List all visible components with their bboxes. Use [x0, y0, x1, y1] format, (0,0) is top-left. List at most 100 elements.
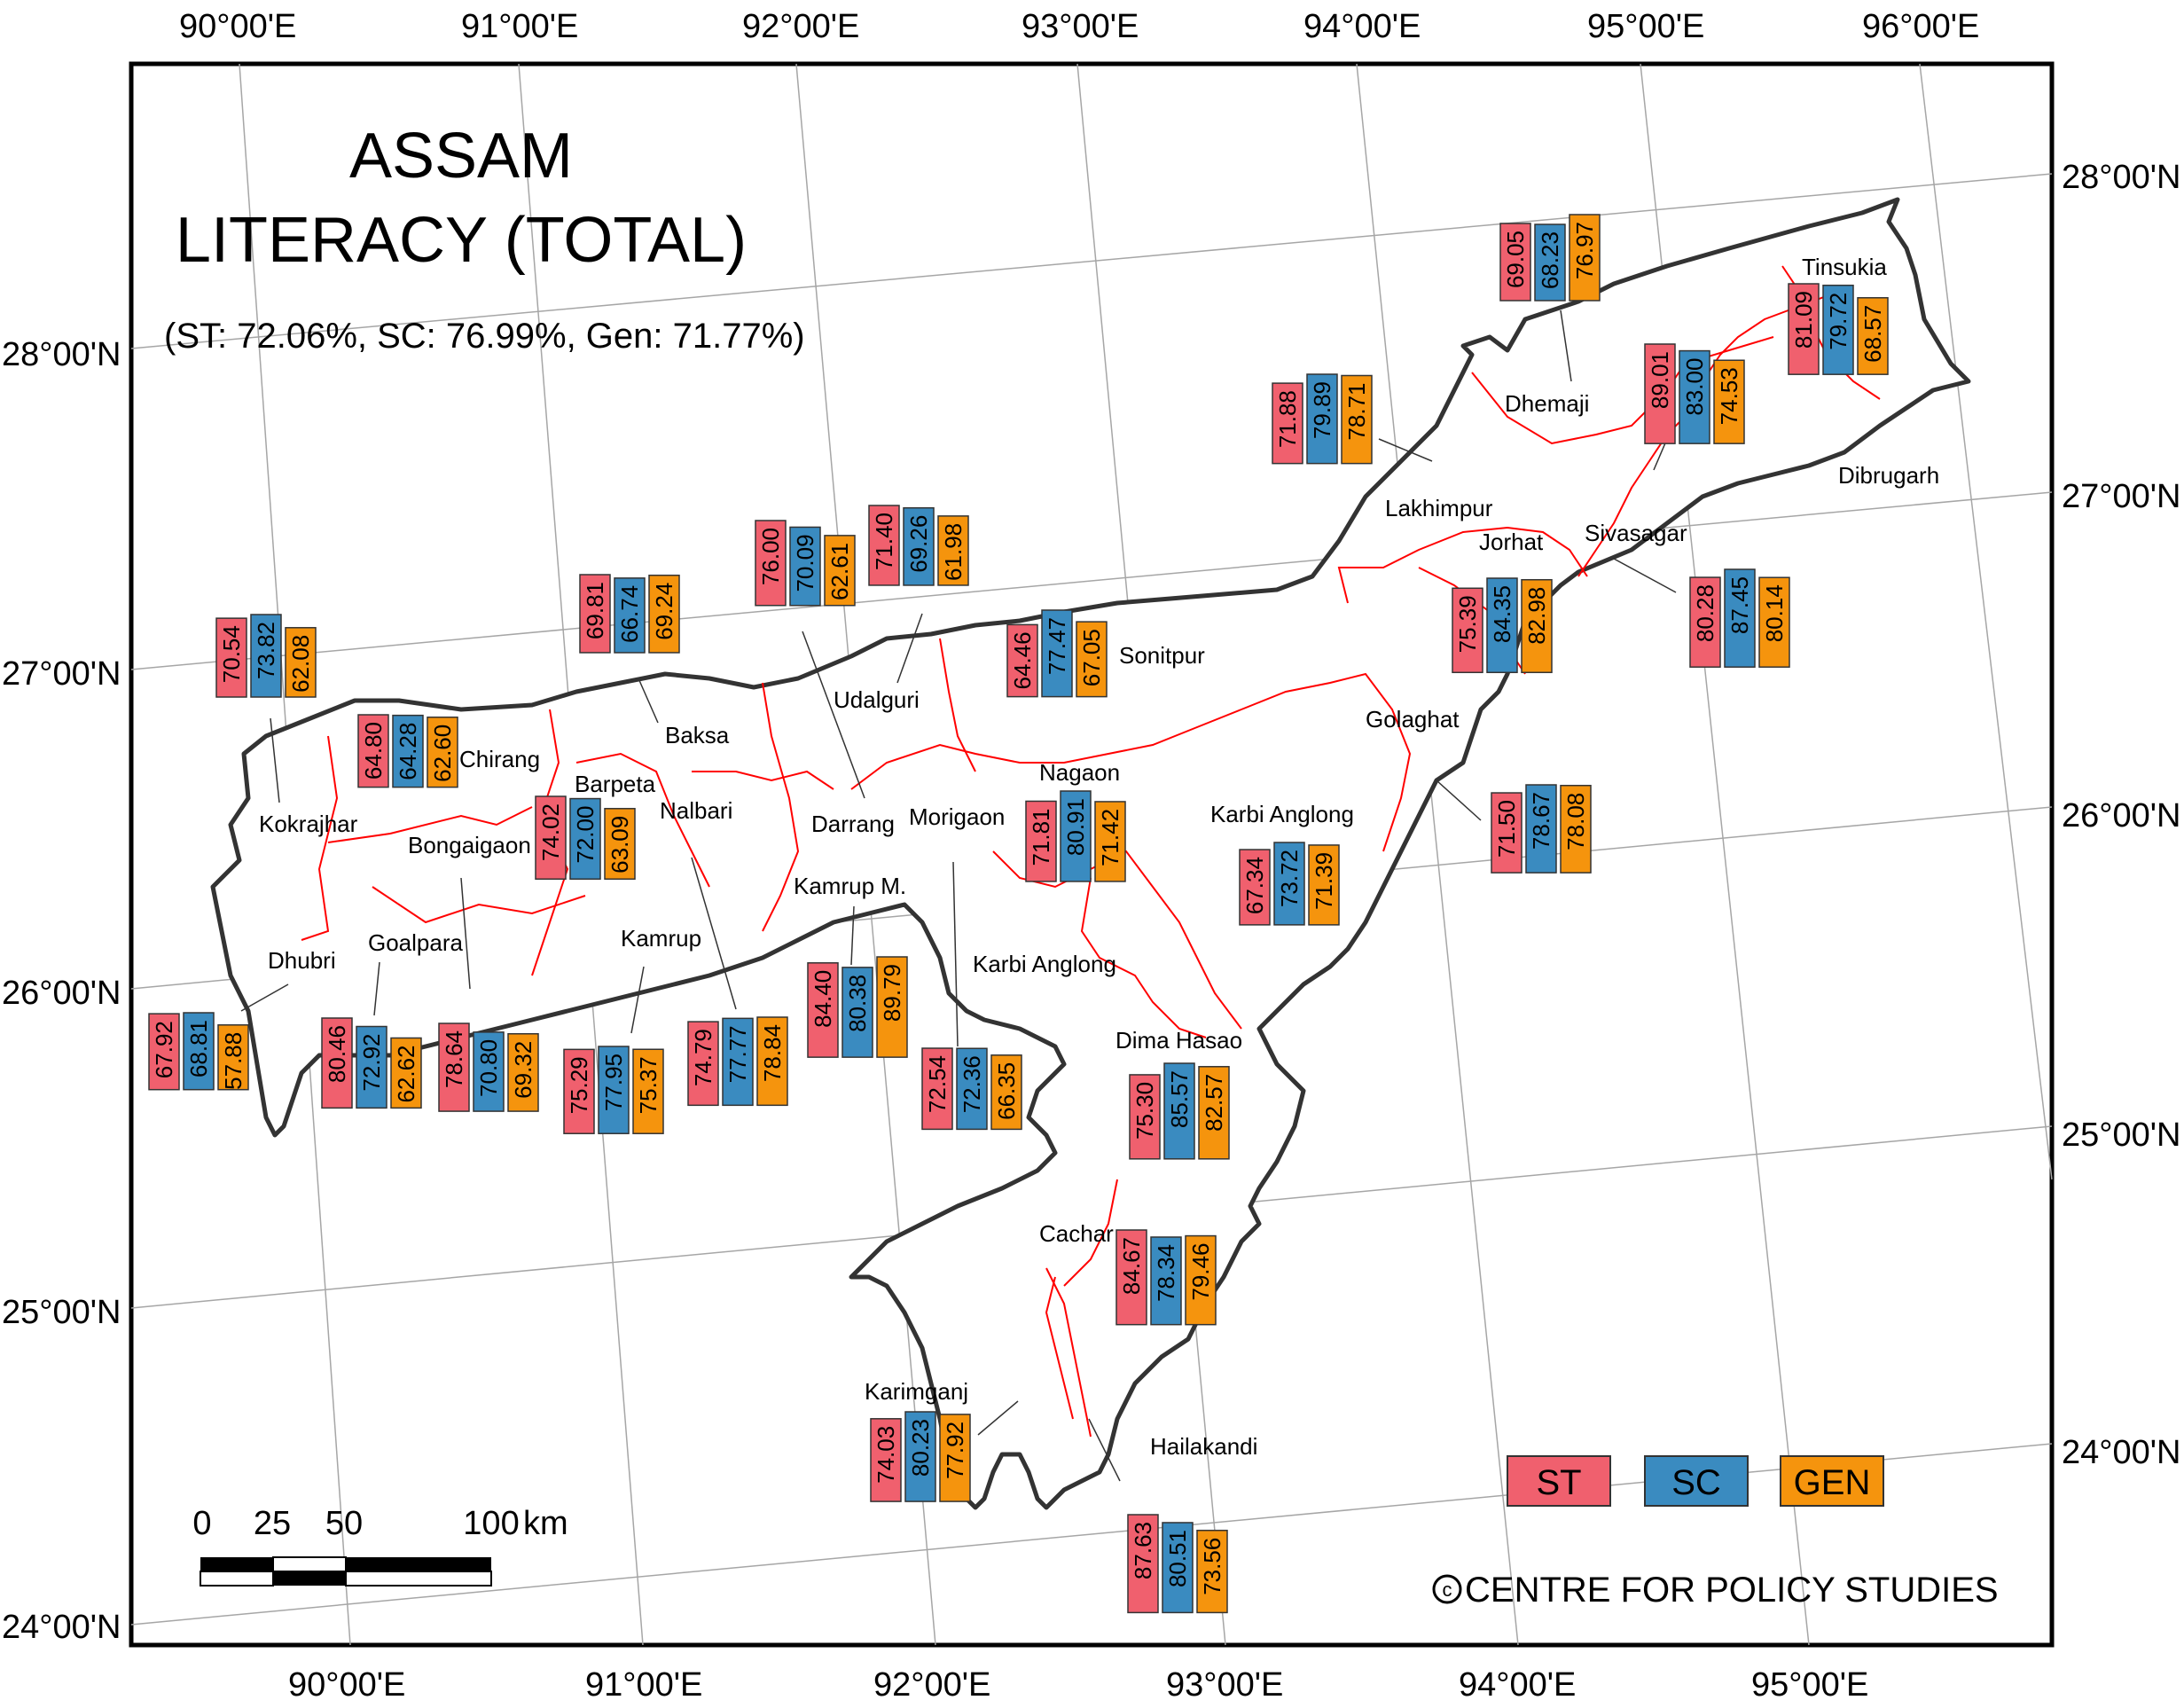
bar-value-label: 62.08 [287, 635, 314, 693]
gen-bar [285, 627, 317, 698]
sc-bar [1273, 842, 1305, 926]
top-longitude-label: 94°00'E [1303, 8, 1421, 45]
map-title-line2: LITERACY (TOTAL) [176, 205, 747, 276]
bar-value-label: 78.84 [759, 1024, 786, 1082]
st-bar [921, 1047, 953, 1131]
st-bar [1129, 1074, 1161, 1160]
sc-bar [1060, 790, 1092, 882]
top-longitude-label: 96°00'E [1862, 8, 1979, 45]
bar-value-label: 78.67 [1528, 792, 1554, 850]
st-bar [579, 574, 611, 654]
leader-line [1088, 1418, 1121, 1482]
st-bar [438, 1022, 470, 1112]
gen-bar [756, 1016, 788, 1107]
sc-bar [1822, 284, 1854, 375]
st-bar [755, 520, 787, 607]
bar-value-label: 73.72 [1276, 850, 1303, 907]
bar-value-label: 81.09 [1790, 291, 1817, 349]
leader-line [1613, 558, 1677, 593]
bar-value-label: 82.57 [1201, 1074, 1227, 1132]
bar-value-label: 61.98 [940, 523, 967, 581]
bar-value-label: 57.88 [220, 1032, 247, 1090]
st-bar [148, 1013, 180, 1091]
bar-value-label: 68.81 [185, 1020, 212, 1077]
leader-line [850, 905, 855, 966]
district-label: Sonitpur [1119, 642, 1205, 669]
bar-value-label: 71.42 [1097, 809, 1123, 866]
legend: ST SC GEN [1507, 1455, 1884, 1507]
bar-value-label: 69.26 [905, 515, 932, 573]
bar-value-label: 62.62 [393, 1045, 419, 1102]
district-bar-group: 69.81 66.74 69.24 [579, 574, 680, 654]
bar-value-label: 73.56 [1199, 1538, 1225, 1595]
sc-bar [1534, 223, 1566, 302]
bar-value-label: 64.80 [360, 722, 387, 780]
st-bar [535, 795, 567, 881]
bar-value-label: 71.39 [1311, 852, 1337, 910]
bar-value-label: 63.09 [607, 816, 633, 874]
sc-bar [956, 1047, 988, 1131]
district-bar-group: 74.02 72.00 63.09 [535, 795, 636, 881]
district-bar-group: 69.05 68.23 76.97 [1499, 214, 1601, 302]
sc-bar [392, 714, 424, 788]
district-label: Dhubri [268, 947, 336, 974]
bar-value-label: 69.05 [1502, 231, 1529, 288]
bar-value-label: 87.45 [1726, 576, 1753, 634]
gen-bar [1857, 297, 1889, 375]
right-latitude-label: 24°00'N [2062, 1434, 2180, 1471]
district-label: Nalbari [660, 797, 732, 824]
gen-bar [876, 956, 908, 1058]
gen-bar [1308, 844, 1340, 926]
district-label: Karbi Anglong [1210, 801, 1354, 827]
map-title-line1: ASSAM [349, 121, 573, 192]
sc-bar [1486, 577, 1518, 674]
district-label: Tinsukia [1802, 254, 1887, 280]
bar-value-label: 75.37 [635, 1056, 661, 1114]
district-label: Karimganj [865, 1378, 968, 1405]
gen-bar [1758, 576, 1790, 668]
gen-bar [427, 717, 458, 788]
bar-value-label: 89.01 [1647, 351, 1673, 409]
district-label: Bongaigaon [408, 832, 531, 858]
leader-line [896, 613, 923, 684]
bar-value-label: 80.38 [844, 975, 871, 1032]
district-bar-group: 74.03 80.23 77.92 [870, 1411, 971, 1502]
legend-sc-swatch [1644, 1455, 1749, 1507]
leader-line [1378, 438, 1433, 462]
scale-segment [345, 1571, 492, 1587]
district-label: Golaghat [1366, 706, 1460, 733]
st-bar [1239, 849, 1271, 926]
scale-label-100: 100 [463, 1505, 519, 1542]
district-bar-group: 78.64 70.80 69.32 [438, 1022, 539, 1112]
sc-bar [598, 1046, 630, 1134]
bar-value-label: 80.91 [1062, 798, 1089, 856]
st-bar [1499, 223, 1531, 302]
bar-value-label: 75.39 [1454, 595, 1481, 653]
graticule-labels: 90°00'E 91°00'E 92°00'E 93°00'E 94°00'E … [2, 8, 2180, 1704]
bottom-longitude-label: 91°00'E [585, 1666, 702, 1704]
st-bar [868, 505, 900, 586]
gen-bar [1198, 1066, 1230, 1160]
top-longitude-label: 92°00'E [742, 8, 859, 45]
district-bar-groups: 70.54 73.82 62.08 64.80 64.28 62.60 69.81 66.74… [148, 214, 1889, 1614]
left-latitude-label: 27°00'N [2, 655, 121, 693]
bar-value-label: 84.40 [810, 970, 836, 1028]
bar-value-label: 72.54 [924, 1055, 951, 1113]
district-label: Dima Hasao [1115, 1027, 1242, 1054]
st-bar [1006, 623, 1038, 698]
bar-value-label: 89.79 [879, 964, 905, 1022]
left-latitude-label: 28°00'N [2, 336, 121, 373]
st-bar [321, 1017, 353, 1109]
bar-value-label: 80.46 [324, 1025, 350, 1083]
title-block: ASSAM LITERACY (TOTAL) (ST: 72.06%, SC: … [164, 121, 805, 356]
district-bar-group: 71.81 80.91 71.42 [1025, 790, 1126, 882]
st-bar [1689, 576, 1721, 668]
district-label: Udalguri [834, 686, 920, 713]
sc-bar [1525, 784, 1557, 874]
left-latitude-label: 25°00'N [2, 1294, 121, 1331]
st-bar [1115, 1229, 1147, 1326]
district-label: Dibrugarh [1838, 462, 1939, 489]
scale-label-50: 50 [325, 1505, 363, 1542]
st-bar [563, 1048, 595, 1134]
district-boundaries [301, 265, 1881, 1438]
